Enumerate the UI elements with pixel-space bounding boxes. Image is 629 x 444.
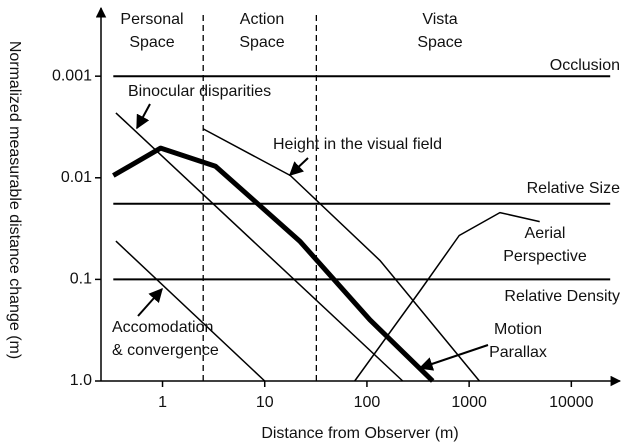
series-line bbox=[112, 145, 435, 383]
y-axis-label: Normalized measurable distance change (m… bbox=[6, 41, 23, 359]
region-label: Space bbox=[129, 34, 174, 51]
x-tick-label: 10000 bbox=[549, 394, 594, 411]
series-label: Binocular disparities bbox=[128, 83, 271, 100]
series-label: Relative Density bbox=[504, 288, 620, 305]
label-arrow bbox=[418, 344, 489, 371]
x-tick-label: 100 bbox=[354, 394, 381, 411]
x-tick-label: 1 bbox=[158, 394, 167, 411]
series-label: Perspective bbox=[503, 248, 587, 265]
y-tick-label: 1.0 bbox=[70, 372, 92, 389]
x-axis-label: Distance from Observer (m) bbox=[261, 425, 458, 442]
y-tick-label: 0.1 bbox=[70, 271, 92, 288]
series-label: Accomodation bbox=[112, 319, 213, 336]
label-arrow bbox=[288, 157, 309, 176]
series-line bbox=[202, 128, 480, 382]
region-label: Action bbox=[240, 11, 284, 28]
series-line bbox=[115, 112, 404, 382]
series-label: Parallax bbox=[489, 344, 547, 361]
series-label: & convergence bbox=[112, 342, 219, 359]
y-tick-label: 0.01 bbox=[61, 169, 92, 186]
series-label: Occlusion bbox=[550, 57, 620, 74]
region-label: Space bbox=[417, 34, 462, 51]
series-label: Relative Size bbox=[527, 180, 620, 197]
label-arrow bbox=[137, 287, 163, 317]
region-label: Personal bbox=[120, 11, 183, 28]
x-tick-label: 10 bbox=[256, 394, 274, 411]
series-label: Height in the visual field bbox=[273, 136, 442, 153]
region-label: Space bbox=[239, 34, 284, 51]
series-line bbox=[354, 211, 540, 382]
series-line bbox=[115, 240, 266, 382]
series-label: Motion bbox=[494, 321, 542, 338]
y-tick-label: 0.001 bbox=[52, 67, 92, 84]
region-label: Vista bbox=[422, 11, 457, 28]
series-label: Aerial bbox=[525, 225, 566, 242]
x-tick-label: 1000 bbox=[451, 394, 487, 411]
label-arrow bbox=[136, 103, 151, 130]
